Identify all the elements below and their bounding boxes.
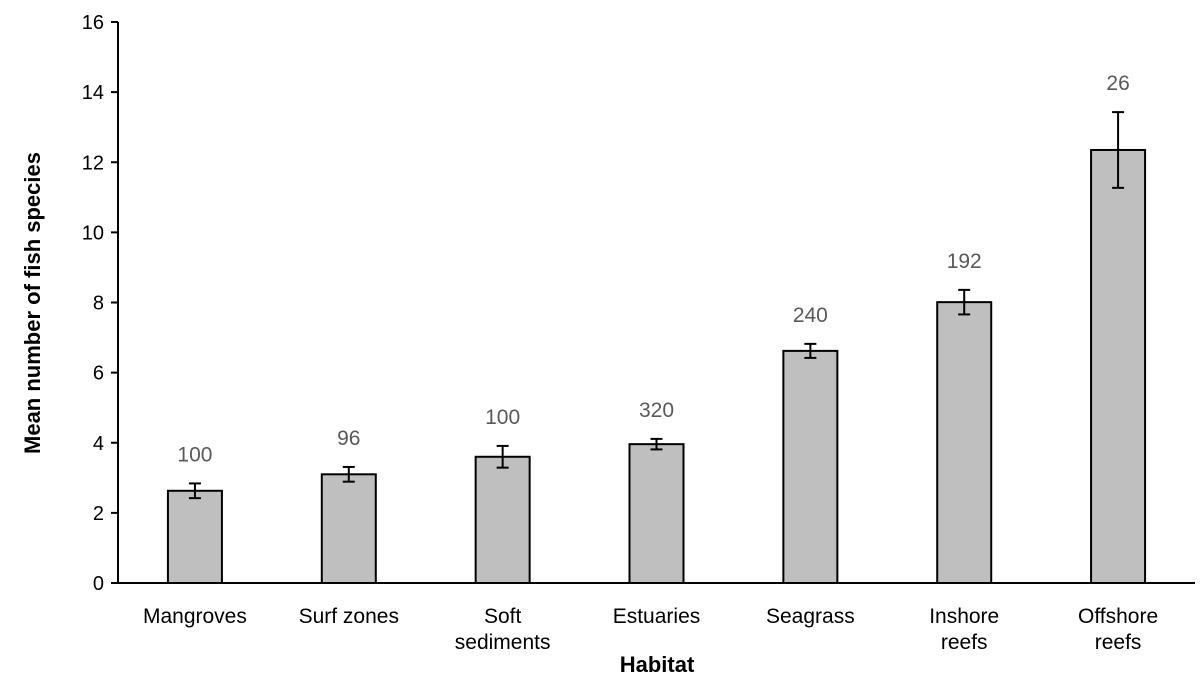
x-tick-label: Mangroves (143, 605, 247, 628)
y-tick-label: 6 (93, 363, 104, 385)
x-tick-label: Estuaries (613, 605, 701, 628)
bar-data-label: 100 (485, 406, 520, 429)
y-axis-label: Mean number of fish species (20, 152, 45, 454)
bar-data-label: 26 (1106, 72, 1129, 95)
bar-data-label: 96 (337, 427, 360, 450)
bar (1090, 148, 1147, 584)
y-tick-label: 8 (93, 293, 104, 315)
y-tick-label: 14 (82, 82, 104, 104)
x-tick-label: Surf zones (299, 605, 399, 628)
y-tick-label: 16 (82, 12, 104, 34)
bar (782, 349, 839, 585)
y-tick-label: 0 (93, 573, 104, 595)
bar-data-label: 100 (177, 443, 212, 466)
bar (474, 455, 531, 584)
y-tick-label: 2 (93, 503, 104, 525)
x-tick-label: Seagrass (766, 605, 855, 628)
x-tick-label: Inshore (929, 605, 999, 628)
x-tick-label: reefs (941, 631, 988, 654)
bar-data-label: 240 (793, 304, 828, 327)
y-tick-label: 4 (93, 433, 104, 455)
y-tick-label: 12 (82, 152, 104, 174)
bar-data-label: 320 (639, 399, 674, 422)
x-axis-label: Habitat (620, 652, 695, 677)
bar-data-label: 192 (947, 250, 982, 273)
bar (166, 489, 223, 584)
bar (936, 301, 993, 584)
bar (628, 443, 685, 584)
x-tick-label: Offshore (1078, 605, 1158, 628)
x-tick-label: reefs (1095, 631, 1142, 654)
x-tick-label: Soft (484, 605, 522, 628)
y-tick-label: 10 (82, 222, 104, 244)
bar (320, 473, 377, 584)
x-tick-label: sediments (455, 631, 551, 654)
